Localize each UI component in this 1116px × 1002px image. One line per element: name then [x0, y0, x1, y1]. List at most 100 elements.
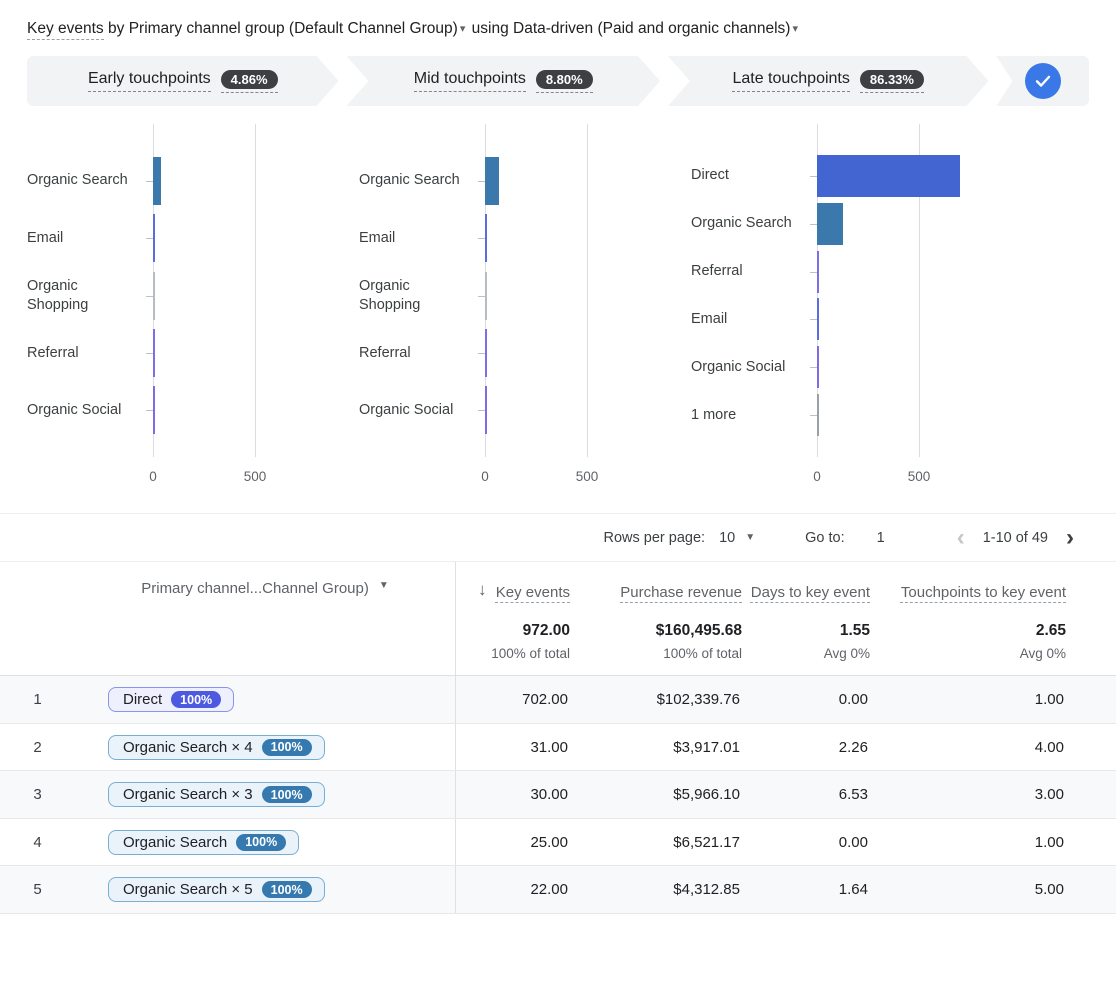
- chart-row: Referral: [691, 248, 1089, 296]
- bar-referral[interactable]: [817, 250, 819, 293]
- bar-organic-shopping[interactable]: [153, 271, 155, 320]
- chart-bar-track: [478, 324, 691, 381]
- chart-bar-track: [478, 267, 691, 324]
- funnel-stage-conversion[interactable]: [996, 56, 1089, 106]
- x-axis-labels: 0 500: [359, 469, 691, 489]
- metric-selector[interactable]: Key events: [27, 20, 104, 40]
- funnel-stage-late[interactable]: Late touchpoints 86.33%: [668, 56, 988, 106]
- axis-tick: [478, 238, 485, 240]
- bar-1-more[interactable]: [817, 394, 819, 437]
- x-axis-tick-label: 0: [149, 469, 157, 484]
- key-events-value: 31.00: [455, 723, 570, 771]
- key-events-value: 22.00: [455, 866, 570, 913]
- funnel-stage-early[interactable]: Early touchpoints 4.86%: [27, 56, 339, 106]
- rows-per-page-label: Rows per page:: [603, 529, 706, 546]
- next-page-button[interactable]: ›: [1066, 523, 1074, 551]
- chart-row: Organic Social: [27, 382, 359, 439]
- channel-path-chip[interactable]: Organic Search × 4 100%: [108, 734, 325, 760]
- credit-percent-badge: 100%: [236, 833, 287, 851]
- bar-organic-search[interactable]: [817, 202, 844, 245]
- chevron-down-icon[interactable]: ▾: [792, 23, 798, 35]
- model-selector[interactable]: Data-driven (Paid and organic channels): [513, 20, 791, 37]
- chart-row: Referral: [359, 324, 691, 381]
- axis-tick: [146, 410, 153, 412]
- days-to-key-event-value: 1.64: [838, 881, 868, 898]
- chart-bar-track: [478, 209, 691, 266]
- pagination-range: 1-10 of 49: [982, 529, 1048, 546]
- revenue-column-header[interactable]: Purchase revenue: [620, 584, 742, 601]
- chart-bar-track: [810, 295, 1089, 343]
- credit-percent-badge: 100%: [261, 881, 312, 898]
- table-pagination: Rows per page: 10 ▼ Go to: 1 ‹ 1-10 of 4…: [0, 514, 1116, 562]
- chart-category-label: Organic Search: [359, 172, 460, 189]
- channel-path-chip[interactable]: Organic Search × 5 100%: [108, 877, 325, 902]
- touchpoints-value: 3.00: [1034, 786, 1064, 803]
- bar-organic-social[interactable]: [485, 386, 487, 435]
- chart-row: Organic Shopping: [27, 267, 359, 324]
- chart-row: Organic Search: [691, 200, 1089, 248]
- chevron-down-icon: ▼: [378, 580, 389, 591]
- chart-row: Organic Shopping: [359, 267, 691, 324]
- bar-organic-social[interactable]: [817, 346, 819, 389]
- rows-per-page-select[interactable]: 10 ▼: [719, 529, 756, 546]
- sort-descending-icon[interactable]: ↓: [478, 580, 487, 599]
- table-row: 3 Organic Search × 3 100% 30.00 $5,966.10 6.5…: [0, 771, 1116, 819]
- channel-path-chip[interactable]: Direct 100%: [108, 687, 235, 712]
- chart-bar-track: [478, 382, 691, 439]
- chart-category-label: Organic Shopping: [359, 277, 421, 313]
- chart-category-label: Email: [691, 310, 728, 327]
- funnel-stage-mid[interactable]: Mid touchpoints 8.80%: [347, 56, 660, 106]
- bar-referral[interactable]: [485, 328, 487, 377]
- channel-path-cell: Organic Search × 3 100%: [75, 771, 455, 818]
- key-events-value: 702.00: [455, 676, 570, 723]
- title-using-text: using: [471, 20, 509, 37]
- chart-bar-track: [810, 343, 1089, 391]
- revenue-value: $6,521.17: [673, 833, 740, 851]
- bar-referral[interactable]: [153, 328, 155, 377]
- bar-chart-early-touchpoints: Organic Search Email Organic Shopping Refer…: [27, 124, 359, 489]
- chart-bar-track: [146, 152, 359, 209]
- chart-bar-track: [146, 324, 359, 381]
- channel-path-chip[interactable]: Organic Search × 3 100%: [108, 782, 325, 807]
- dimension-column-header[interactable]: Primary channel...Channel Group) ▼: [141, 580, 389, 597]
- prev-page-button[interactable]: ‹: [956, 523, 965, 551]
- row-number: 5: [33, 881, 42, 898]
- chevron-down-icon[interactable]: ▾: [459, 23, 466, 35]
- channel-path-chip[interactable]: Organic Search 100%: [108, 829, 300, 855]
- bar-email[interactable]: [485, 214, 487, 263]
- channel-path-cell: Direct 100%: [75, 676, 455, 723]
- x-axis-tick-label: 500: [907, 469, 931, 484]
- revenue-value: $102,339.76: [656, 691, 740, 708]
- axis-tick: [810, 175, 817, 177]
- bar-organic-shopping[interactable]: [485, 271, 487, 320]
- bar-direct[interactable]: [817, 154, 960, 197]
- chart-category-label: Email: [359, 229, 396, 246]
- chart-bar-track: [146, 267, 359, 324]
- chart-category-label: Email: [27, 229, 64, 246]
- chart-category-label: Organic Shopping: [27, 277, 89, 313]
- bar-organic-social[interactable]: [153, 386, 155, 435]
- axis-tick: [478, 295, 485, 297]
- chart-row: Organic Social: [691, 343, 1089, 391]
- days-column-header[interactable]: Days to key event: [750, 584, 870, 601]
- touchpoints-column-header[interactable]: Touchpoints to key event: [900, 584, 1066, 601]
- goto-page-input[interactable]: 1: [876, 529, 885, 546]
- row-number: 3: [33, 786, 42, 803]
- x-axis-tick-label: 500: [575, 469, 599, 484]
- chart-bar-track: [810, 391, 1089, 439]
- header-spacer: [0, 562, 75, 612]
- revenue-value: $3,917.01: [673, 738, 740, 756]
- bar-organic-search[interactable]: [485, 156, 500, 205]
- row-number: 2: [33, 738, 42, 756]
- chart-category-label: Organic Social: [27, 401, 122, 418]
- chart-row: Organic Search: [359, 152, 691, 209]
- key-events-column-header[interactable]: ↓ Key events: [455, 562, 570, 613]
- gridline-500: [587, 124, 588, 457]
- dimension-selector[interactable]: Primary channel group (Default Channel G…: [128, 20, 458, 37]
- bar-organic-search[interactable]: [153, 156, 162, 205]
- axis-tick: [810, 319, 817, 321]
- bar-email[interactable]: [817, 298, 819, 341]
- bar-email[interactable]: [153, 214, 155, 263]
- chart-category-label: Organic Social: [691, 358, 786, 375]
- chart-bar-track: [478, 152, 691, 209]
